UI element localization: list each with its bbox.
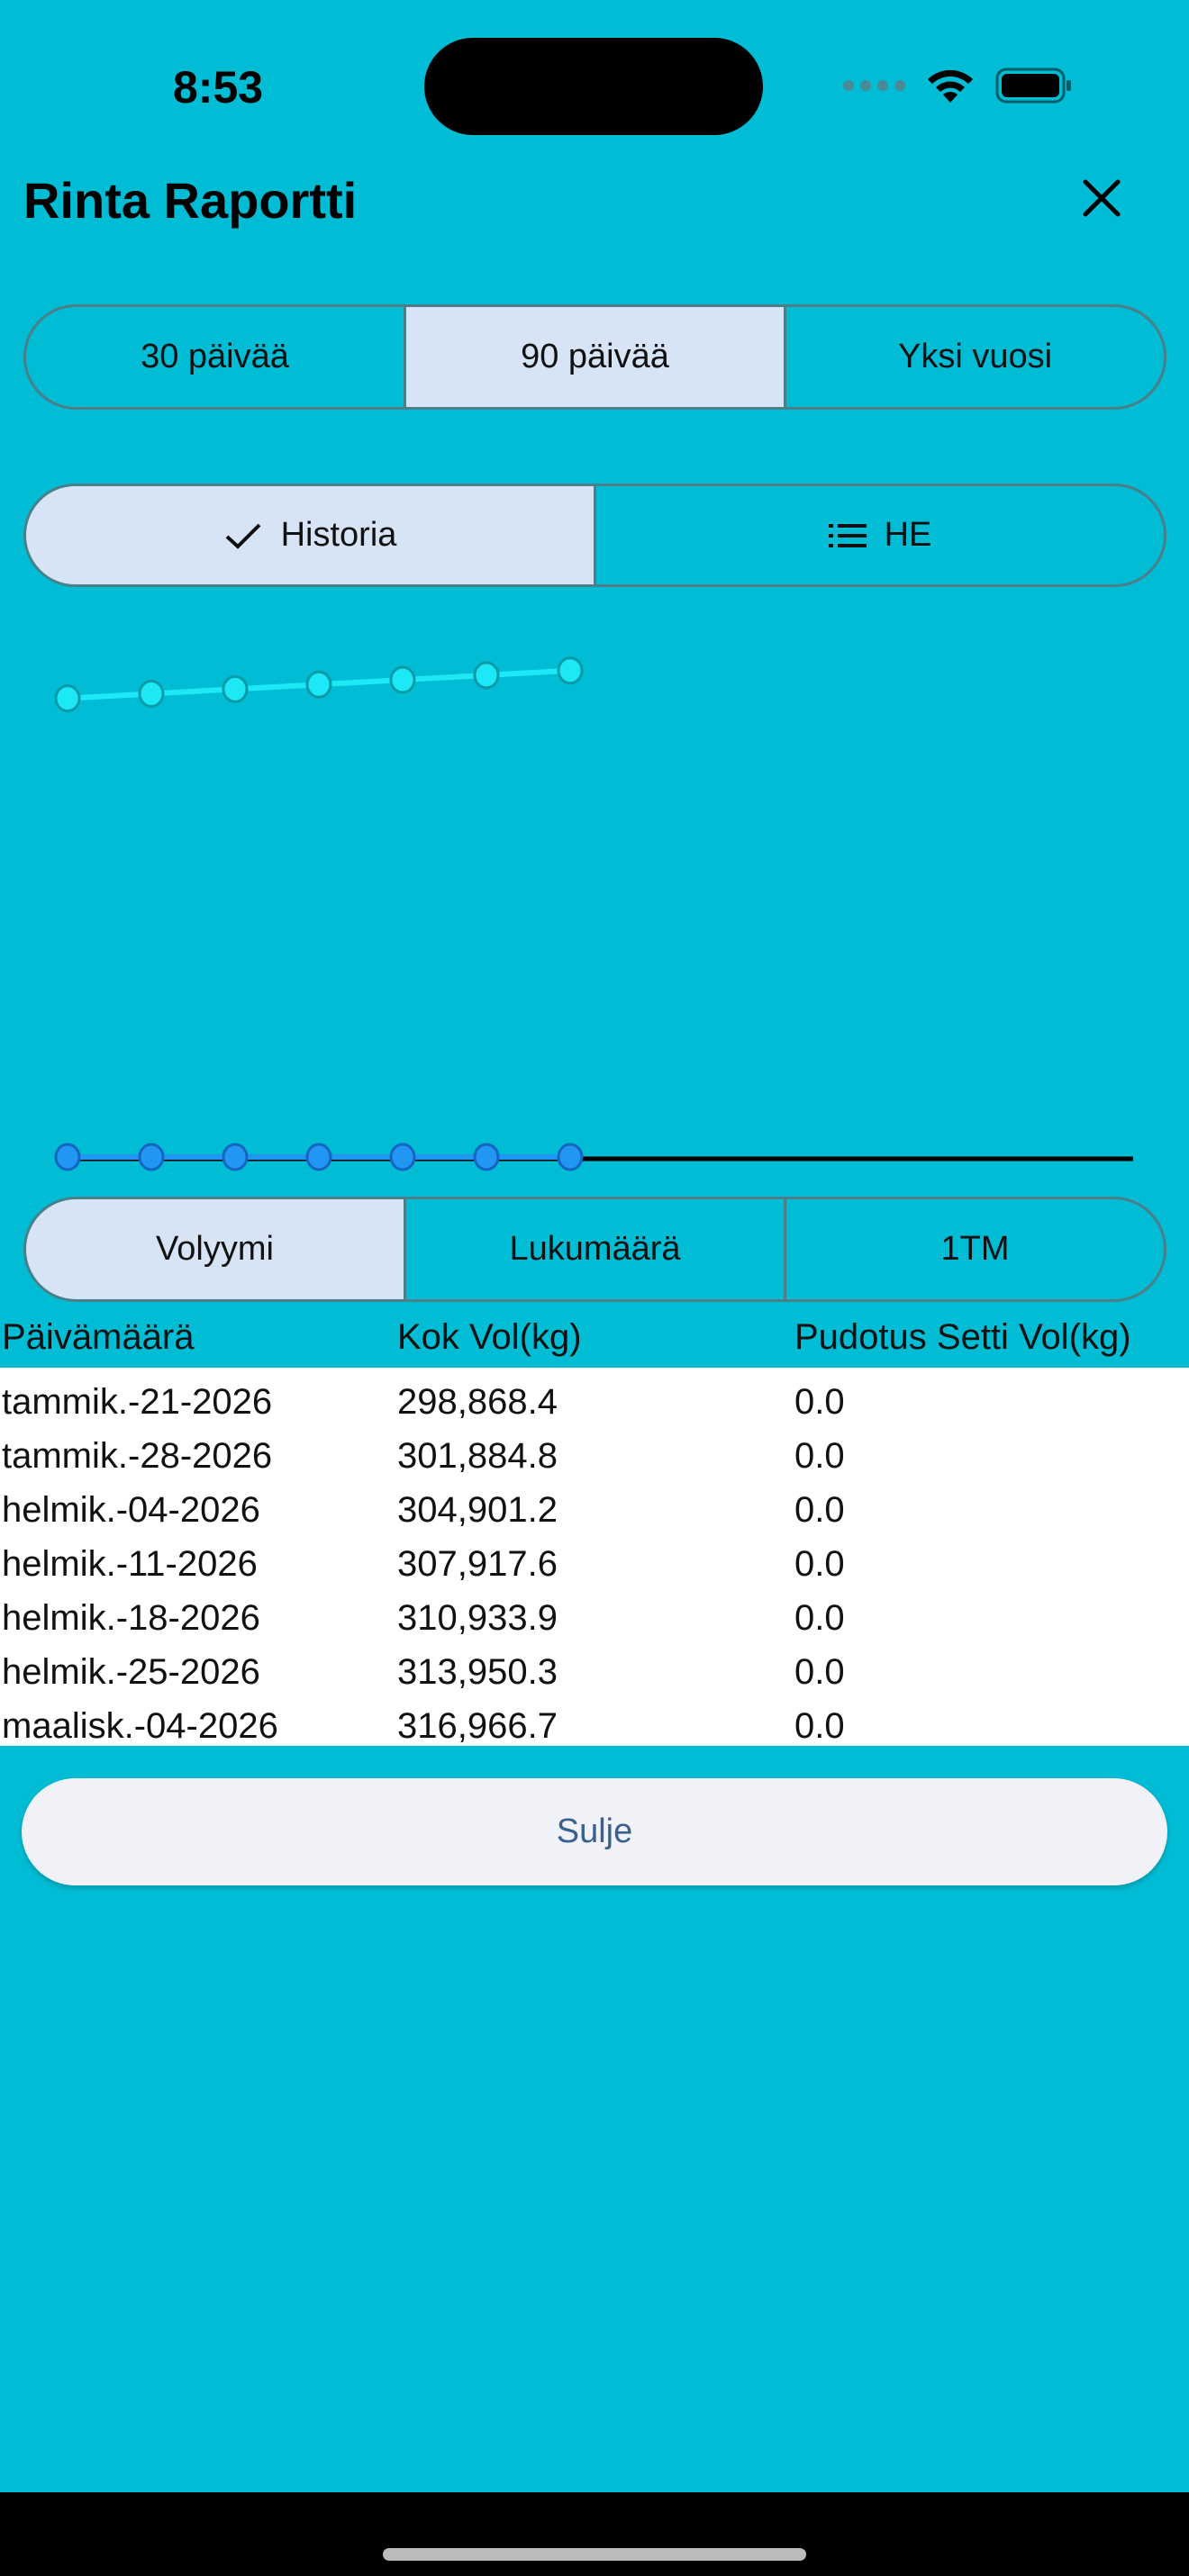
tab-lukumaara[interactable]: Lukumäärä [404,1199,784,1299]
cell-date: helmik.-11-2026 [2,1543,258,1584]
bottom-bar [0,2492,1189,2576]
cell-total-volume: 313,950.3 [397,1651,558,1692]
table-row: helmik.-25-2026 313,950.3 0.0 [0,1645,1189,1699]
cell-total-volume: 316,966.7 [397,1705,558,1746]
cell-total-volume: 307,917.6 [397,1543,558,1584]
volume-chart [54,656,1133,1171]
tab-90-days[interactable]: 90 päivää [404,307,784,407]
wifi-icon [928,69,973,103]
home-indicator[interactable] [383,2548,806,2561]
table-row: tammik.-21-2026 298,868.4 0.0 [0,1375,1189,1429]
status-time: 8:53 [173,62,264,113]
cell-drop-set-volume: 0.0 [794,1651,845,1692]
cell-drop-set-volume: 0.0 [794,1705,845,1746]
close-button[interactable] [1075,171,1129,225]
cell-drop-set-volume: 0.0 [794,1489,845,1530]
data-point[interactable] [473,1143,500,1171]
table-row: helmik.-18-2026 310,933.9 0.0 [0,1591,1189,1645]
cell-date: helmik.-18-2026 [2,1597,260,1638]
cell-date: helmik.-25-2026 [2,1651,260,1692]
tab-1tm[interactable]: 1TM [784,1199,1164,1299]
data-point[interactable] [305,670,332,699]
table-row: helmik.-11-2026 307,917.6 0.0 [0,1537,1189,1591]
table-row: helmik.-04-2026 304,901.2 0.0 [0,1483,1189,1537]
close-icon [1083,179,1121,217]
cell-date: tammik.-28-2026 [2,1435,273,1476]
table-body: tammik.-21-2026 298,868.4 0.0 tammik.-28-20… [0,1368,1189,1746]
tab-he[interactable]: HE [594,486,1164,584]
tab-30-days[interactable]: 30 päivää [141,338,289,375]
data-point[interactable] [389,1143,416,1171]
data-point[interactable] [473,661,500,690]
data-point[interactable] [222,1143,249,1171]
check-icon [225,523,261,549]
table-header: Päivämäärä Kok Vol(kg) Pudotus Setti Vol… [0,1317,1189,1368]
close-report-button[interactable]: Sulje [22,1778,1167,1885]
header-total-volume: Kok Vol(kg) [397,1317,582,1357]
cell-date: tammik.-21-2026 [2,1381,273,1422]
data-point[interactable] [138,679,165,708]
signal-dots-icon [843,80,905,91]
cell-total-volume: 310,933.9 [397,1597,558,1638]
cell-drop-set-volume: 0.0 [794,1543,845,1584]
data-point[interactable] [54,1143,81,1171]
data-point[interactable] [305,1143,332,1171]
data-point[interactable] [557,656,584,685]
cell-drop-set-volume: 0.0 [794,1381,845,1422]
dynamic-island [424,38,763,135]
cell-date: maalisk.-04-2026 [2,1705,278,1746]
cell-drop-set-volume: 0.0 [794,1435,845,1476]
data-point[interactable] [389,665,416,694]
metric-tabs: Volyymi Lukumäärä 1TM [23,1197,1166,1302]
cell-drop-set-volume: 0.0 [794,1597,845,1638]
cell-date: helmik.-04-2026 [2,1489,260,1530]
cell-total-volume: 298,868.4 [397,1381,558,1422]
header-drop-set-volume: Pudotus Setti Vol(kg) [794,1317,1131,1357]
tab-historia[interactable]: Historia [26,486,594,584]
cell-total-volume: 301,884.8 [397,1435,558,1476]
battery-icon [995,68,1071,104]
page-title: Rinta Raportti [23,172,358,229]
data-point[interactable] [138,1143,165,1171]
header-date: Päivämäärä [2,1317,195,1357]
data-point[interactable] [557,1143,584,1171]
view-tabs: Historia HE [23,484,1166,587]
table-row: maalisk.-04-2026 316,966.7 0.0 [0,1699,1189,1753]
tab-volyymi[interactable]: Volyymi [26,1199,404,1299]
status-icons [842,67,1073,104]
data-point[interactable] [54,684,81,713]
period-tabs: 30 päivää 90 päivää Yksi vuosi [23,304,1166,410]
data-point[interactable] [222,674,249,703]
tab-one-year[interactable]: Yksi vuosi [784,307,1164,407]
list-icon [828,523,867,547]
cell-total-volume: 304,901.2 [397,1489,558,1530]
table-row: tammik.-28-2026 301,884.8 0.0 [0,1429,1189,1483]
